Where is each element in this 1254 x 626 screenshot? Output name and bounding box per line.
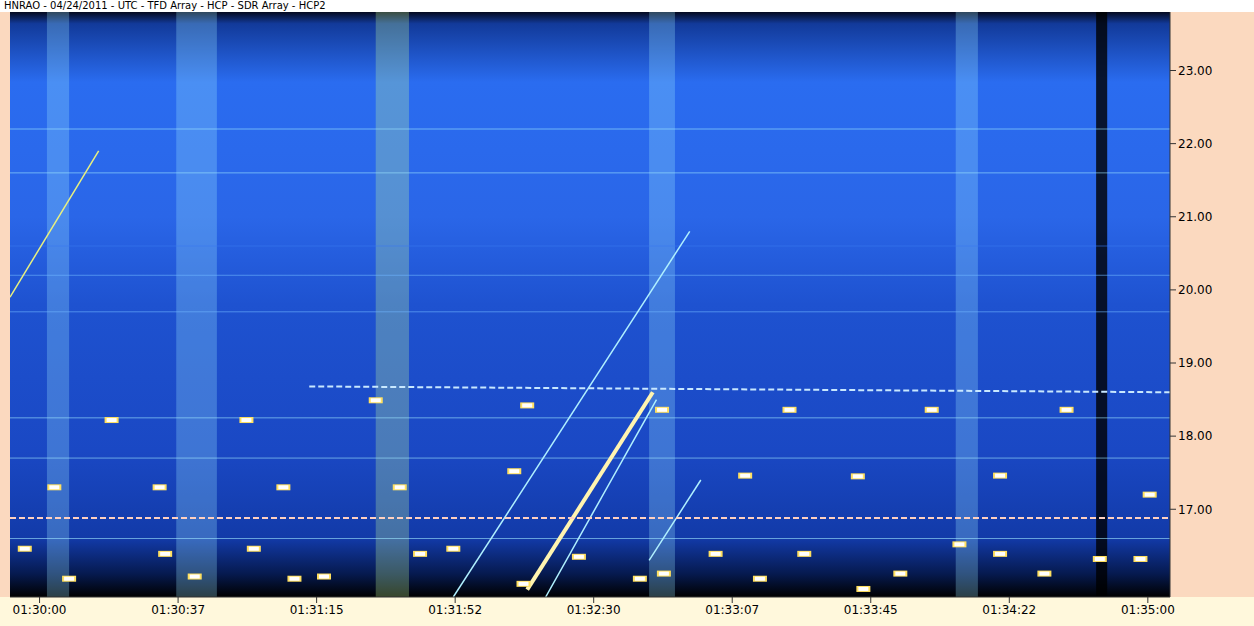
svg-text:18.00: 18.00 bbox=[1178, 429, 1212, 443]
svg-text:01:30:37: 01:30:37 bbox=[151, 603, 205, 617]
svg-text:01:33:07: 01:33:07 bbox=[705, 603, 759, 617]
svg-text:21.00: 21.00 bbox=[1178, 210, 1212, 224]
svg-text:20.00: 20.00 bbox=[1178, 283, 1212, 297]
svg-text:01:31:15: 01:31:15 bbox=[290, 603, 344, 617]
svg-text:17.00: 17.00 bbox=[1178, 503, 1212, 517]
svg-text:22.00: 22.00 bbox=[1178, 137, 1212, 151]
svg-text:01:34:22: 01:34:22 bbox=[982, 603, 1036, 617]
svg-text:23.00: 23.00 bbox=[1178, 64, 1212, 78]
svg-text:01:35:00: 01:35:00 bbox=[1121, 603, 1175, 617]
svg-text:01:33:45: 01:33:45 bbox=[844, 603, 898, 617]
svg-text:01:30:00: 01:30:00 bbox=[13, 603, 67, 617]
svg-text:01:32:30: 01:32:30 bbox=[567, 603, 621, 617]
html-text:HNRAO - 04/24/2011 - UTC - TFD: HNRAO - 04/24/2011 - UTC - TFD Array - H… bbox=[4, 0, 326, 11]
svg-text:01:31:52: 01:31:52 bbox=[428, 603, 482, 617]
svg-text:19.00: 19.00 bbox=[1178, 356, 1212, 370]
